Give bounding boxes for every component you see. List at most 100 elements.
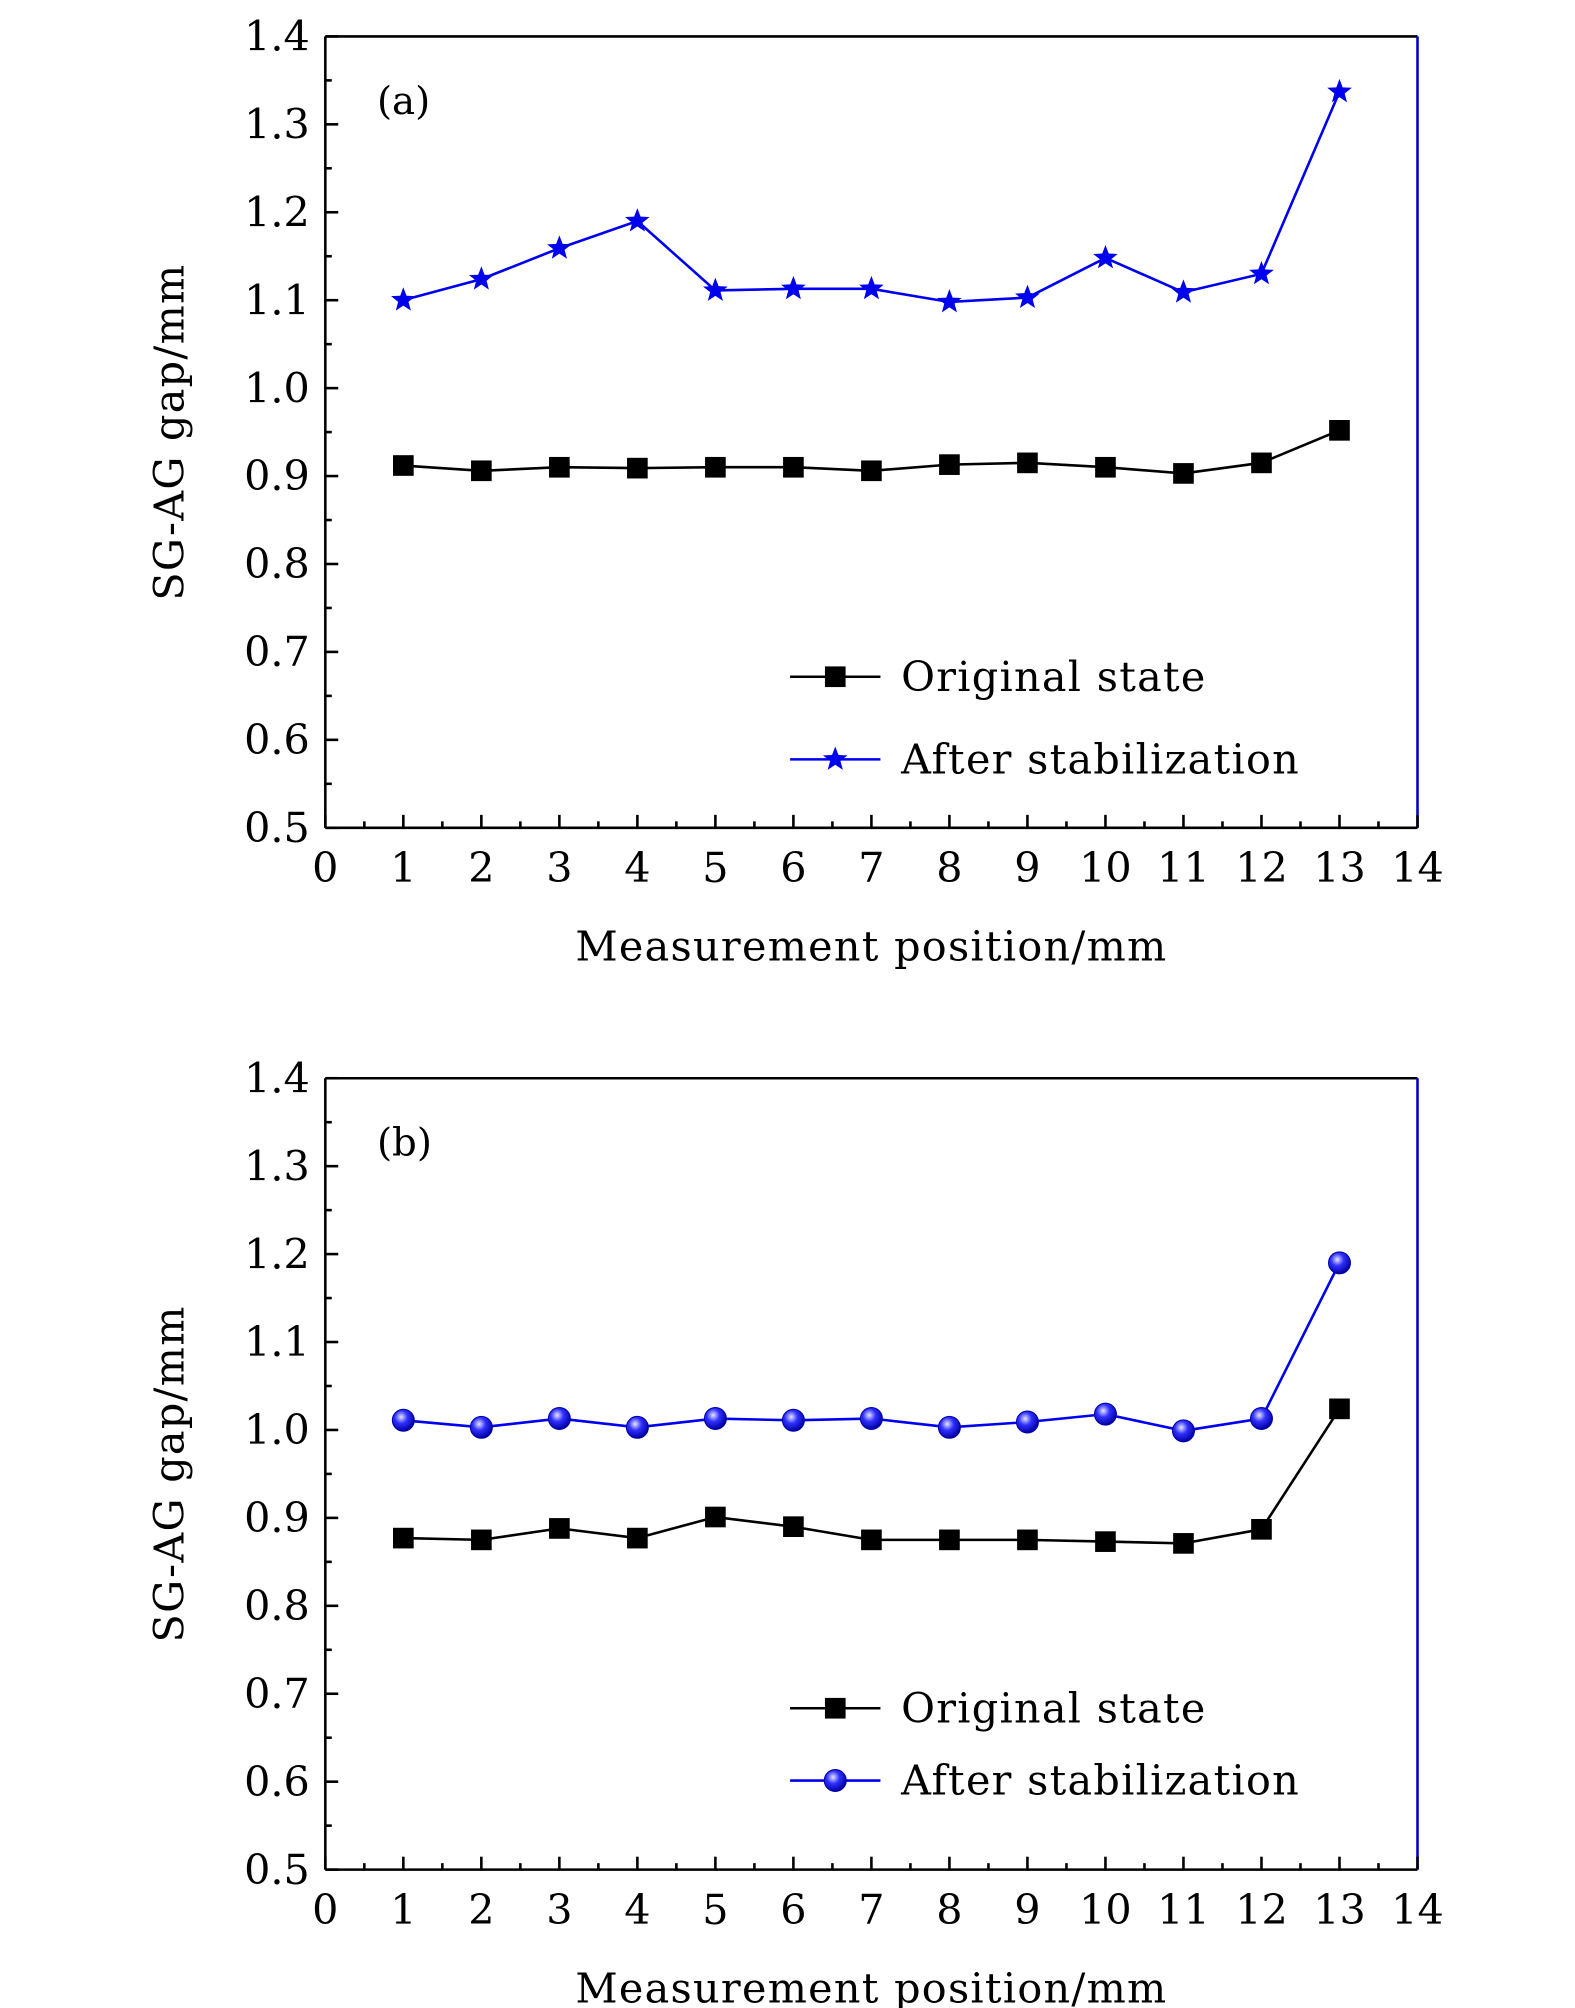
- data-point: [549, 1518, 570, 1539]
- data-point: [939, 1529, 960, 1551]
- legend-marker: [824, 1697, 846, 1719]
- data-point: [625, 1415, 649, 1439]
- legend-marker: [823, 1769, 847, 1793]
- chart-panel-a: 0 1 2 3 4 5 6 7 8 9 10 11 12 13 140.50.60.70.80.91.01.…: [145, 13, 1443, 971]
- y-tick-label: 1.1: [244, 276, 310, 324]
- y-tick-label: 0.6: [244, 716, 310, 764]
- x-tick-label: 12: [1235, 1886, 1288, 1934]
- y-tick-label: 0.7: [244, 628, 310, 676]
- data-point: [703, 277, 728, 301]
- data-point: [1329, 420, 1350, 441]
- data-point: [1173, 463, 1194, 484]
- y-tick-label: 0.6: [244, 1758, 310, 1806]
- data-point: [937, 1415, 961, 1439]
- y-tick-label: 0.9: [244, 1494, 310, 1542]
- legend-marker: [824, 666, 846, 688]
- data-point: [1251, 452, 1272, 474]
- x-tick-label: 9: [1014, 844, 1040, 892]
- y-tick-label: 1.0: [244, 364, 310, 412]
- data-point: [1249, 1407, 1273, 1431]
- y-tick-label: 0.8: [244, 540, 310, 588]
- data-point: [627, 1527, 648, 1549]
- data-point: [1327, 78, 1352, 103]
- data-point: [547, 235, 572, 259]
- data-point: [627, 457, 648, 479]
- series-after-stabilization: [391, 78, 1352, 313]
- y-tick-label: 1.3: [244, 101, 310, 149]
- y-tick-label: 1.2: [244, 1230, 310, 1278]
- x-tick-label: 8: [936, 1886, 962, 1934]
- data-point: [705, 1506, 726, 1528]
- x-tick-label: 14: [1391, 1886, 1444, 1934]
- x-tick-label: 10: [1079, 1886, 1132, 1934]
- data-point: [471, 460, 492, 482]
- data-point: [939, 454, 960, 475]
- series-line: [403, 1262, 1341, 1433]
- legend-item: Original state: [790, 653, 1207, 701]
- y-tick-label: 0.8: [244, 1582, 310, 1630]
- y-tick-label: 1.3: [244, 1142, 310, 1190]
- data-point: [937, 289, 962, 313]
- x-tick-label: 8: [936, 844, 962, 892]
- chart-panel-b: 0 1 2 3 4 5 6 7 8 9 10 11 12 13 140.50.60.70.80.91.01.…: [145, 1054, 1443, 2008]
- y-tick-label: 1.4: [244, 1054, 310, 1102]
- x-tick-label: 11: [1157, 844, 1210, 892]
- series-original-state: [393, 1398, 1350, 1554]
- y-tick-label: 1.4: [244, 13, 310, 61]
- y-tick-label: 1.2: [244, 188, 310, 236]
- data-point: [469, 266, 494, 290]
- panel-label: (b): [377, 1121, 432, 1166]
- series-line: [402, 91, 1341, 304]
- data-point: [705, 456, 726, 478]
- data-point: [1329, 1398, 1350, 1420]
- data-point: [547, 1407, 571, 1431]
- x-tick-label: 11: [1157, 1886, 1210, 1934]
- panel-label: (a): [377, 79, 430, 124]
- x-tick-label: 6: [780, 844, 806, 892]
- series-after-stabilization: [391, 1251, 1351, 1443]
- data-point: [1017, 452, 1038, 474]
- x-tick-label: 3: [546, 1886, 572, 1934]
- x-tick-label: 10: [1079, 844, 1132, 892]
- data-point: [1017, 1529, 1038, 1551]
- x-tick-label: 13: [1313, 844, 1366, 892]
- x-tick-label: 1: [390, 844, 416, 892]
- x-tick-label: 5: [702, 844, 728, 892]
- x-tick-label: 5: [702, 1886, 728, 1934]
- data-point: [1095, 456, 1116, 478]
- x-tick-label: 9: [1014, 1886, 1040, 1934]
- data-point: [783, 456, 804, 478]
- legend-item: Original state: [790, 1684, 1207, 1732]
- data-point: [1093, 1402, 1117, 1426]
- legend-item: After stabilization: [790, 1757, 1300, 1805]
- data-point: [861, 1529, 882, 1551]
- data-point: [1171, 1419, 1195, 1443]
- data-point: [393, 455, 414, 476]
- data-point: [1249, 260, 1274, 285]
- data-point: [859, 1407, 883, 1431]
- y-tick-label: 1.1: [244, 1318, 310, 1366]
- data-point: [781, 275, 806, 300]
- x-axis-label: Measurement position/mm: [575, 1965, 1167, 2008]
- series-original-state: [393, 420, 1350, 484]
- data-point: [393, 1527, 414, 1549]
- data-point: [1015, 284, 1040, 309]
- legend-label: After stabilization: [900, 1757, 1300, 1805]
- legend-label: Original state: [901, 1684, 1207, 1732]
- data-point: [781, 1408, 805, 1432]
- data-point: [391, 287, 416, 311]
- data-point: [471, 1529, 492, 1551]
- x-axis-label: Measurement position/mm: [575, 923, 1167, 971]
- x-tick-label: 0: [312, 1886, 338, 1934]
- y-tick-label: 0.5: [244, 1846, 310, 1894]
- x-tick-label: 12: [1235, 844, 1288, 892]
- x-tick-label: 2: [468, 1886, 494, 1934]
- x-tick-label: 13: [1313, 1886, 1366, 1934]
- legend-label: Original state: [901, 653, 1207, 701]
- y-tick-label: 0.5: [244, 804, 310, 852]
- data-point: [1327, 1251, 1351, 1275]
- data-point: [1093, 245, 1118, 269]
- data-point: [859, 275, 884, 300]
- x-tick-label: 1: [390, 1886, 416, 1934]
- x-tick-label: 7: [858, 844, 884, 892]
